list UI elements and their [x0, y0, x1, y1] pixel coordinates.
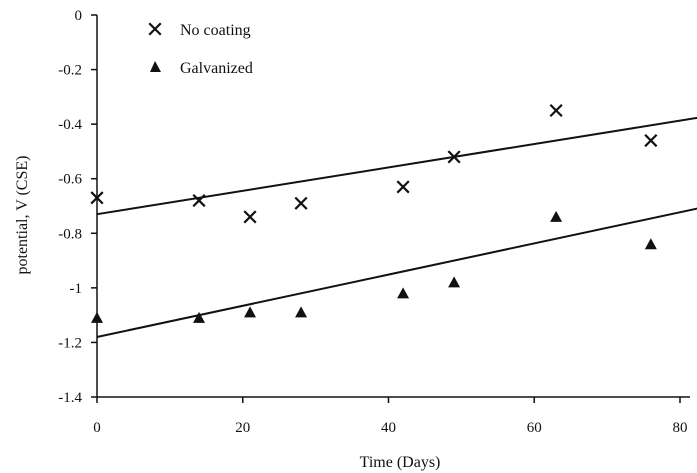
point-galvanized: [550, 210, 563, 222]
legend-triangle-marker-icon: [150, 61, 161, 72]
y-tick-label: -0.2: [58, 63, 82, 79]
point-galvanized: [244, 306, 257, 318]
point-no-coating: [644, 133, 658, 148]
point-no-coating: [549, 103, 563, 118]
point-galvanized: [397, 287, 410, 299]
y-tick-label: -0.8: [58, 226, 82, 242]
x-axis-title: Time (Days): [360, 454, 441, 471]
y-tick-label: -1.4: [58, 390, 82, 406]
trendline-galvanized: [96, 207, 697, 338]
point-galvanized: [644, 238, 657, 250]
point-galvanized: [448, 276, 461, 288]
point-no-coating: [294, 196, 308, 210]
y-tick-label: -0.6: [58, 172, 82, 188]
legend-item-no-coating: No coating: [148, 22, 251, 39]
x-ticks: 0 20 40 60 80: [93, 397, 688, 436]
point-galvanized: [295, 306, 308, 318]
point-no-coating: [90, 191, 104, 205]
point-no-coating: [192, 193, 206, 208]
y-axis-title: potential, V (CSE): [14, 156, 31, 275]
x-tick-label: 40: [381, 420, 396, 436]
trendlines: [96, 116, 697, 338]
point-galvanized: [193, 311, 206, 323]
legend: No coating Galvanized: [148, 22, 253, 77]
y-tick-label: -1: [70, 281, 83, 297]
y-ticks: 0 -0.2 -0.4 -0.6 -0.8 -1 -1.2 -1.4: [58, 8, 97, 406]
point-galvanized: [91, 311, 103, 323]
trendline-no-coating: [96, 116, 697, 216]
y-tick-label: -1.2: [58, 335, 82, 351]
legend-label-galvanized: Galvanized: [180, 60, 253, 77]
legend-label-no-coating: No coating: [180, 22, 251, 39]
axes: [96, 15, 690, 398]
data-points: [90, 103, 658, 323]
y-tick-label: 0: [75, 8, 83, 24]
x-tick-label: 80: [673, 420, 688, 436]
legend-item-galvanized: Galvanized: [150, 60, 253, 77]
point-no-coating: [447, 150, 461, 164]
point-no-coating: [396, 180, 410, 194]
legend-x-marker-icon: [148, 22, 162, 36]
x-tick-label: 0: [93, 420, 101, 436]
x-tick-label: 60: [527, 420, 542, 436]
x-tick-label: 20: [235, 420, 250, 436]
y-tick-label: -0.4: [58, 117, 82, 133]
point-no-coating: [243, 210, 257, 224]
